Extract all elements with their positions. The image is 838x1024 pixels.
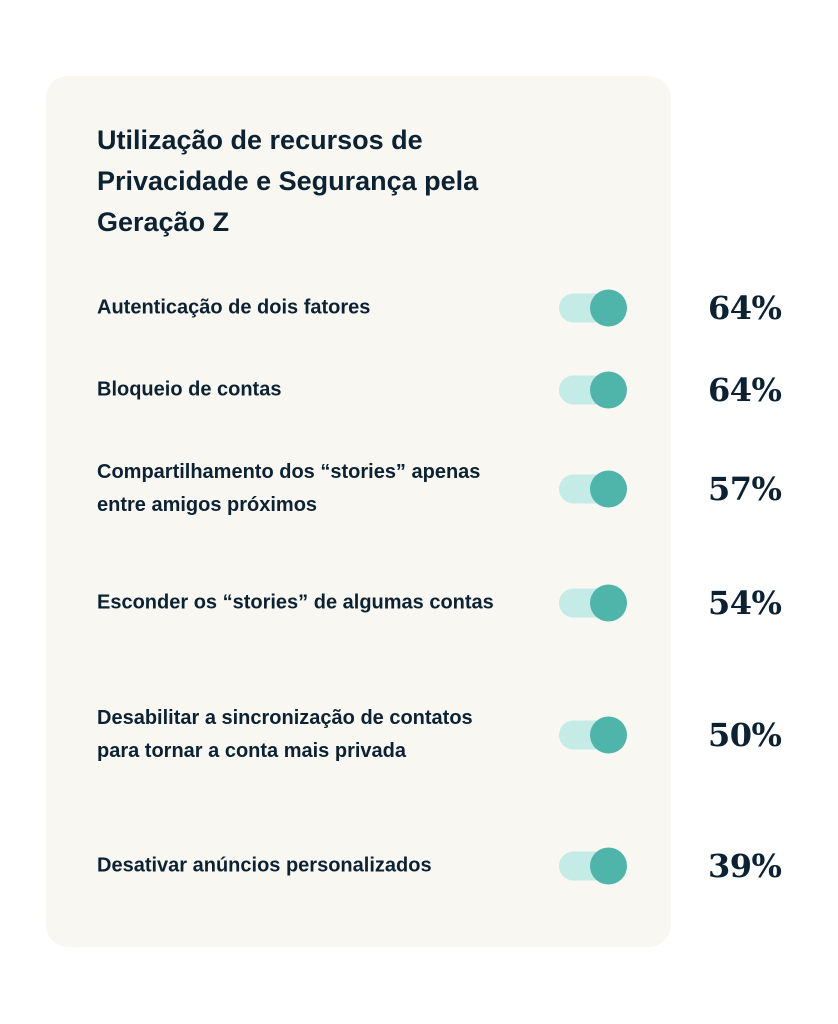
card-title: Utilização de recursos de Privacidade e …: [97, 125, 479, 237]
feature-percent: 64%: [708, 289, 782, 327]
feature-percent: 57%: [708, 470, 782, 508]
toggle-knob: [590, 847, 627, 885]
feature-toggle[interactable]: [559, 470, 627, 508]
toggle-knob: [590, 289, 627, 327]
toggle-knob: [590, 470, 627, 508]
toggle-knob: [590, 584, 627, 622]
stats-card: [46, 76, 671, 947]
feature-toggle[interactable]: [559, 584, 627, 622]
feature-toggle[interactable]: [559, 847, 627, 885]
toggle-knob: [590, 716, 627, 754]
feature-percent: 54%: [708, 584, 782, 622]
feature-toggle[interactable]: [559, 716, 627, 754]
feature-toggle[interactable]: [559, 371, 627, 409]
feature-toggle[interactable]: [559, 289, 627, 327]
feature-percent: 50%: [708, 716, 782, 754]
feature-label: Compartilhamento dos “stories” apenas en…: [97, 461, 481, 516]
feature-percent: 39%: [708, 847, 782, 885]
feature-label: Bloqueio de contas: [97, 378, 282, 401]
feature-label: Esconder os “stories” de algumas contas: [97, 591, 494, 614]
feature-percent: 64%: [708, 371, 782, 409]
feature-label: Desativar anúncios personalizados: [97, 854, 432, 877]
feature-label: Autenticação de dois fatores: [97, 296, 371, 319]
toggle-knob: [590, 371, 627, 409]
feature-label: Desabilitar a sincronização de contatos …: [97, 707, 473, 762]
